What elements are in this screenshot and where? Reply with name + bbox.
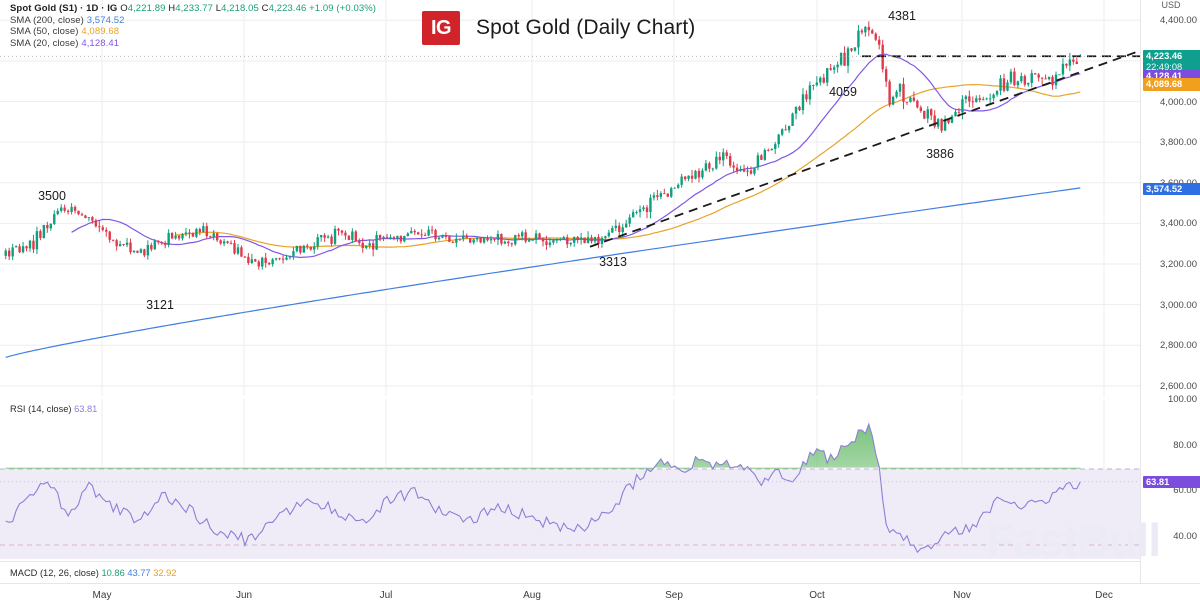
price-chart-panel[interactable]: 3500 3121 3313 4059 4381 3886 bbox=[0, 0, 1140, 396]
page-title: Spot Gold (Daily Chart) bbox=[476, 16, 696, 39]
price-vertical-gridlines bbox=[101, 0, 1105, 396]
legend-row-sma20[interactable]: SMA (20, close) 4,128.41 bbox=[10, 38, 376, 50]
legend-high-value: 4,233.77 bbox=[175, 3, 213, 14]
ig-logo-icon: IG bbox=[422, 11, 460, 45]
brand-header: IG Spot Gold (Daily Chart) bbox=[422, 11, 695, 45]
macd-value: 10.86 bbox=[101, 568, 125, 578]
candlesticks bbox=[4, 21, 1082, 270]
rsi-panel[interactable] bbox=[0, 399, 1140, 559]
legend-low-label: L bbox=[215, 3, 222, 14]
sma50-line bbox=[175, 83, 1081, 248]
macd-legend-label: MACD (12, 26, close) bbox=[10, 568, 99, 578]
chart-legend: Spot Gold (S1) · 1D · IG O4,221.89 H4,23… bbox=[10, 3, 376, 49]
sma200-line bbox=[5, 187, 1081, 358]
sma50-value: 4,089.68 bbox=[81, 26, 120, 38]
price-tag-last-price[interactable]: 4,223.46 22:49:08 bbox=[1143, 50, 1200, 74]
legend-symbol: Spot Gold (S1) · 1D · IG bbox=[10, 3, 118, 14]
macd-histogram-value: 32.92 bbox=[153, 568, 177, 578]
rsi-overbought-fill bbox=[5, 424, 1081, 469]
rsi-vertical-gridlines bbox=[101, 399, 1105, 559]
legend-close-value: 4,223.46 bbox=[268, 3, 307, 14]
macd-legend[interactable]: MACD (12, 26, close) 10.86 43.77 32.92 bbox=[10, 568, 176, 578]
price-annotation: 3121 bbox=[146, 298, 174, 312]
price-annotations: 3500 3121 3313 4059 4381 3886 bbox=[38, 9, 954, 312]
sma20-value: 4,128.41 bbox=[81, 37, 120, 49]
sma20-label: SMA (20, close) bbox=[10, 37, 79, 49]
sma200-label: SMA (200, close) bbox=[10, 14, 84, 26]
price-annotation: 4059 bbox=[829, 85, 857, 99]
legend-low-value: 4,218.05 bbox=[221, 3, 259, 14]
date-axis-label[interactable]: Sep bbox=[665, 590, 683, 601]
ig-logo-text: IG bbox=[430, 16, 452, 39]
sma20-line bbox=[71, 53, 1081, 259]
price-tick-label: 3,800.00 bbox=[1160, 137, 1197, 149]
price-gridlines bbox=[0, 19, 1140, 387]
rsi-tick-label: 40.00 bbox=[1173, 531, 1197, 543]
date-axis-label[interactable]: Jun bbox=[235, 590, 253, 601]
price-tick-label: 3,400.00 bbox=[1160, 218, 1197, 230]
rsi-band bbox=[0, 469, 1140, 559]
price-scale[interactable]: USD 4,400.004,200.004,000.003,800.003,60… bbox=[1140, 0, 1200, 583]
currency-label: USD bbox=[1161, 0, 1181, 10]
date-axis-label[interactable]: Aug bbox=[523, 590, 541, 601]
price-chart-svg: 3500 3121 3313 4059 4381 3886 bbox=[0, 0, 1140, 396]
price-tag-value: 4,223.46 bbox=[1146, 51, 1183, 62]
legend-high-label: H bbox=[168, 3, 176, 14]
macd-svg bbox=[0, 561, 1140, 562]
sma200-value: 3,574.52 bbox=[86, 14, 125, 26]
price-tick-label: 4,000.00 bbox=[1160, 96, 1197, 108]
legend-row-sma50[interactable]: SMA (50, close) 4,089.68 bbox=[10, 26, 376, 38]
date-axis[interactable]: May Jun Jul Aug Sep Oct Nov Dec bbox=[0, 583, 1200, 610]
price-annotation: 4381 bbox=[888, 9, 916, 23]
macd-signal-value: 43.77 bbox=[127, 568, 151, 578]
date-axis-label[interactable]: Nov bbox=[953, 590, 971, 601]
legend-open-label: O bbox=[120, 3, 128, 14]
rsi-line bbox=[5, 422, 1081, 554]
ascending-trendline bbox=[589, 49, 1140, 248]
price-tick-label: 2,600.00 bbox=[1160, 380, 1197, 392]
legend-open-value: 4,221.89 bbox=[127, 3, 166, 14]
rsi-tick-label: 80.00 bbox=[1173, 439, 1197, 451]
rsi-legend-value: 63.81 bbox=[74, 404, 98, 414]
macd-panel[interactable] bbox=[0, 561, 1140, 583]
price-tick-label: 2,800.00 bbox=[1160, 340, 1197, 352]
legend-change: +1.09 (+0.03%) bbox=[309, 3, 377, 14]
price-tag-time: 22:49:08 bbox=[1146, 61, 1183, 72]
price-tag-value: 4,089.68 bbox=[1146, 79, 1183, 90]
date-axis-label[interactable]: Jul bbox=[379, 590, 393, 601]
price-tag-value: 4,128.41 bbox=[1146, 71, 1183, 82]
rsi-tick-label: 100.00 bbox=[1167, 394, 1197, 405]
price-annotation: 3500 bbox=[38, 189, 66, 203]
price-tag-sma200[interactable]: 3,574.52 bbox=[1143, 182, 1200, 196]
date-axis-label[interactable]: May bbox=[92, 590, 112, 601]
price-annotation: 3313 bbox=[599, 255, 627, 269]
legend-row-sma200[interactable]: SMA (200, close) 3,574.52 bbox=[10, 15, 376, 27]
rsi-legend-label: RSI (14, close) bbox=[10, 404, 72, 414]
rsi-value-tag[interactable]: 63.81 bbox=[1143, 475, 1200, 489]
price-tag-sma50[interactable]: 4,089.68 bbox=[1143, 78, 1200, 91]
sma50-label: SMA (50, close) bbox=[10, 26, 79, 38]
legend-close-label: C bbox=[261, 3, 269, 14]
rsi-tick-label: 60.00 bbox=[1173, 485, 1197, 497]
legend-row-ohlc: Spot Gold (S1) · 1D · IG O4,221.89 H4,23… bbox=[10, 3, 376, 15]
price-tag-value: 3,574.52 bbox=[1146, 183, 1183, 194]
date-axis-label[interactable]: Oct bbox=[809, 590, 825, 601]
price-tick-label: 3,000.00 bbox=[1160, 299, 1197, 311]
date-axis-label[interactable]: Dec bbox=[1095, 590, 1113, 601]
price-tick-label: 3,200.00 bbox=[1160, 259, 1197, 270]
rsi-legend[interactable]: RSI (14, close) 63.81 bbox=[10, 404, 97, 414]
price-tick-label: 4,400.00 bbox=[1160, 15, 1197, 27]
rsi-svg bbox=[0, 399, 1140, 559]
price-annotation: 3886 bbox=[926, 147, 954, 161]
